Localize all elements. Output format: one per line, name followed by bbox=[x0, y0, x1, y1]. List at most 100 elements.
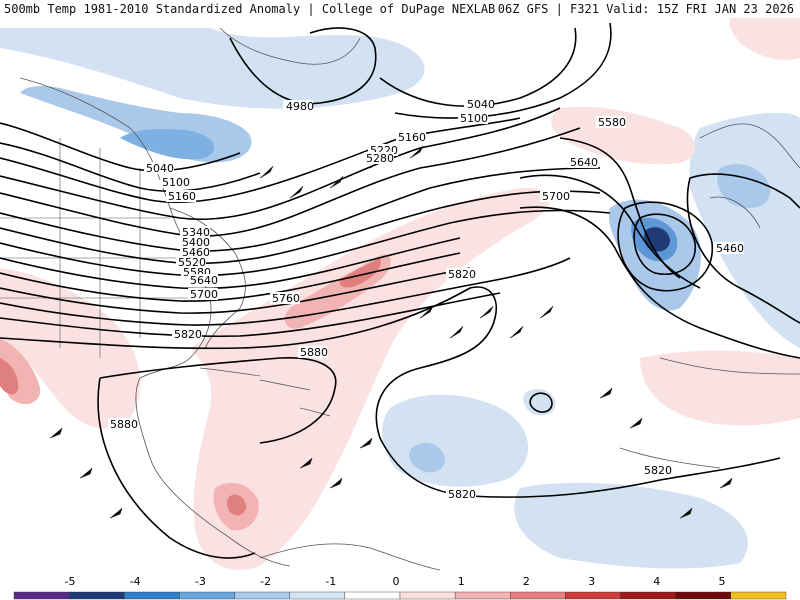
contour-label: 5640 bbox=[570, 156, 598, 169]
contour-5640-west bbox=[0, 267, 471, 314]
scale-swatch bbox=[675, 591, 732, 600]
contour-5700-east bbox=[519, 206, 800, 359]
wind-barb bbox=[49, 427, 733, 519]
scale-tick-label: 5 bbox=[719, 575, 726, 588]
scale-swatch bbox=[68, 591, 125, 600]
greenland-coast bbox=[219, 27, 361, 65]
wind-barbs bbox=[49, 145, 733, 519]
contour-small-low bbox=[529, 392, 553, 413]
height-contours bbox=[0, 22, 800, 559]
scale-tick-label: 0 bbox=[393, 575, 400, 588]
contour-label: 5040 bbox=[146, 162, 174, 175]
wind-barb bbox=[259, 145, 424, 199]
contour-label: 5340 bbox=[182, 226, 210, 239]
contour-label: 5160 bbox=[398, 131, 426, 144]
contour-label: 5820 bbox=[644, 464, 672, 477]
warm-anomaly-shading bbox=[0, 18, 800, 571]
scale-tick-label: 4 bbox=[653, 575, 660, 588]
contour-labels: 4980 5040 5100 5160 5220 5280 5340 5400 … bbox=[108, 98, 744, 501]
contour-5340 bbox=[0, 167, 601, 252]
cold-anomaly-europe bbox=[689, 112, 800, 348]
scale-swatch bbox=[510, 591, 566, 600]
contour-low-ring-1 bbox=[633, 213, 696, 275]
anomaly-map: 4980 5040 5100 5160 5220 5280 5340 5400 … bbox=[0, 18, 800, 571]
contour-5220 bbox=[0, 107, 561, 220]
warm-anomaly-central-america-core bbox=[227, 494, 246, 516]
us-east-coast bbox=[169, 207, 246, 349]
contour-5700-west bbox=[0, 257, 571, 326]
contour-4980 bbox=[229, 27, 377, 105]
warm-anomaly-mexico-core bbox=[0, 358, 19, 395]
contour-label: 5400 bbox=[182, 236, 210, 249]
europe-coast bbox=[699, 123, 800, 229]
warm-anomaly-africa bbox=[640, 350, 800, 426]
contour-label: 5820 bbox=[174, 328, 202, 341]
scale-swatch bbox=[344, 591, 401, 600]
scale-swatch bbox=[179, 591, 235, 600]
cold-anomaly-central-atlantic bbox=[382, 394, 529, 487]
scale-swatches bbox=[13, 591, 787, 600]
scale-tick-label: -3 bbox=[195, 575, 206, 588]
south-america-coast bbox=[259, 543, 441, 571]
contour-label: 5520 bbox=[178, 256, 206, 269]
contour-label: 5100 bbox=[460, 112, 488, 125]
cold-anomaly-south-atlantic bbox=[514, 482, 748, 569]
scale-tick-label: -5 bbox=[65, 575, 76, 588]
contour-label: 5160 bbox=[168, 190, 196, 203]
caribbean-islands bbox=[199, 367, 331, 417]
cold-anomaly-atlantic-low-core bbox=[643, 227, 670, 252]
cold-anomaly-greenland bbox=[230, 54, 337, 109]
contour-5040-north bbox=[379, 27, 577, 107]
warm-anomaly-mexico bbox=[0, 268, 141, 429]
scale-swatch bbox=[124, 591, 180, 600]
color-scale-bar: -5 -4 -3 -2 -1 0 1 2 3 4 5 bbox=[13, 575, 787, 600]
warm-anomaly-streak-core bbox=[339, 258, 381, 288]
contour-label: 5580 bbox=[598, 116, 626, 129]
scale-swatch bbox=[399, 591, 456, 600]
contour-low-ring-2 bbox=[617, 201, 713, 292]
contour-label: 4980 bbox=[286, 100, 314, 113]
contour-5580-west bbox=[0, 252, 461, 302]
scale-swatch bbox=[234, 591, 290, 600]
scale-swatch bbox=[13, 591, 70, 600]
contour-label: 5100 bbox=[162, 176, 190, 189]
scale-swatch bbox=[454, 591, 511, 600]
scale-tick-label: 3 bbox=[588, 575, 595, 588]
contour-5820-east bbox=[379, 437, 781, 498]
contour-label: 5760 bbox=[272, 292, 300, 305]
scale-tick-label: -4 bbox=[130, 575, 141, 588]
contour-5400 bbox=[0, 190, 601, 265]
contour-5820-west bbox=[0, 286, 497, 439]
model-run-info: 06Z GFS | F321 Valid: 15Z FRI JAN 23 202… bbox=[497, 2, 794, 16]
scale-tick-label: -2 bbox=[260, 575, 271, 588]
contour-label: 5460 bbox=[716, 242, 744, 255]
scale-tick-label: 2 bbox=[523, 575, 530, 588]
contour-label: 5040 bbox=[467, 98, 495, 111]
cold-anomaly-core-west bbox=[120, 128, 215, 160]
map-title: 500mb Temp 1981-2010 Standardized Anomal… bbox=[4, 2, 496, 16]
cold-anomaly-central-atlantic-mid bbox=[409, 442, 446, 473]
warm-anomaly-atlantic-east bbox=[551, 106, 695, 165]
contour-5640-east bbox=[519, 174, 701, 289]
contour-5760 bbox=[0, 292, 501, 338]
contour-5160 bbox=[0, 117, 521, 204]
contour-label: 5700 bbox=[190, 288, 218, 301]
contour-label: 5280 bbox=[366, 152, 394, 165]
contour-5100-west bbox=[0, 142, 261, 192]
contour-label: 5820 bbox=[448, 268, 476, 281]
wind-barb bbox=[299, 387, 643, 489]
contour-label: 5820 bbox=[448, 488, 476, 501]
contour-5880 bbox=[97, 357, 337, 559]
contour-label: 5700 bbox=[542, 190, 570, 203]
contour-5040-west bbox=[0, 122, 241, 172]
contour-5580-east bbox=[559, 137, 681, 279]
scale-swatch bbox=[565, 591, 621, 600]
contour-5460-west bbox=[0, 209, 611, 277]
north-america-coastline bbox=[19, 77, 291, 567]
warm-anomaly-gulf-atlantic bbox=[190, 187, 550, 571]
title-bar: 500mb Temp 1981-2010 Standardized Anomal… bbox=[0, 0, 800, 18]
scale-tick-label: -1 bbox=[325, 575, 336, 588]
contour-label: 5880 bbox=[300, 346, 328, 359]
contour-5280 bbox=[0, 127, 581, 237]
